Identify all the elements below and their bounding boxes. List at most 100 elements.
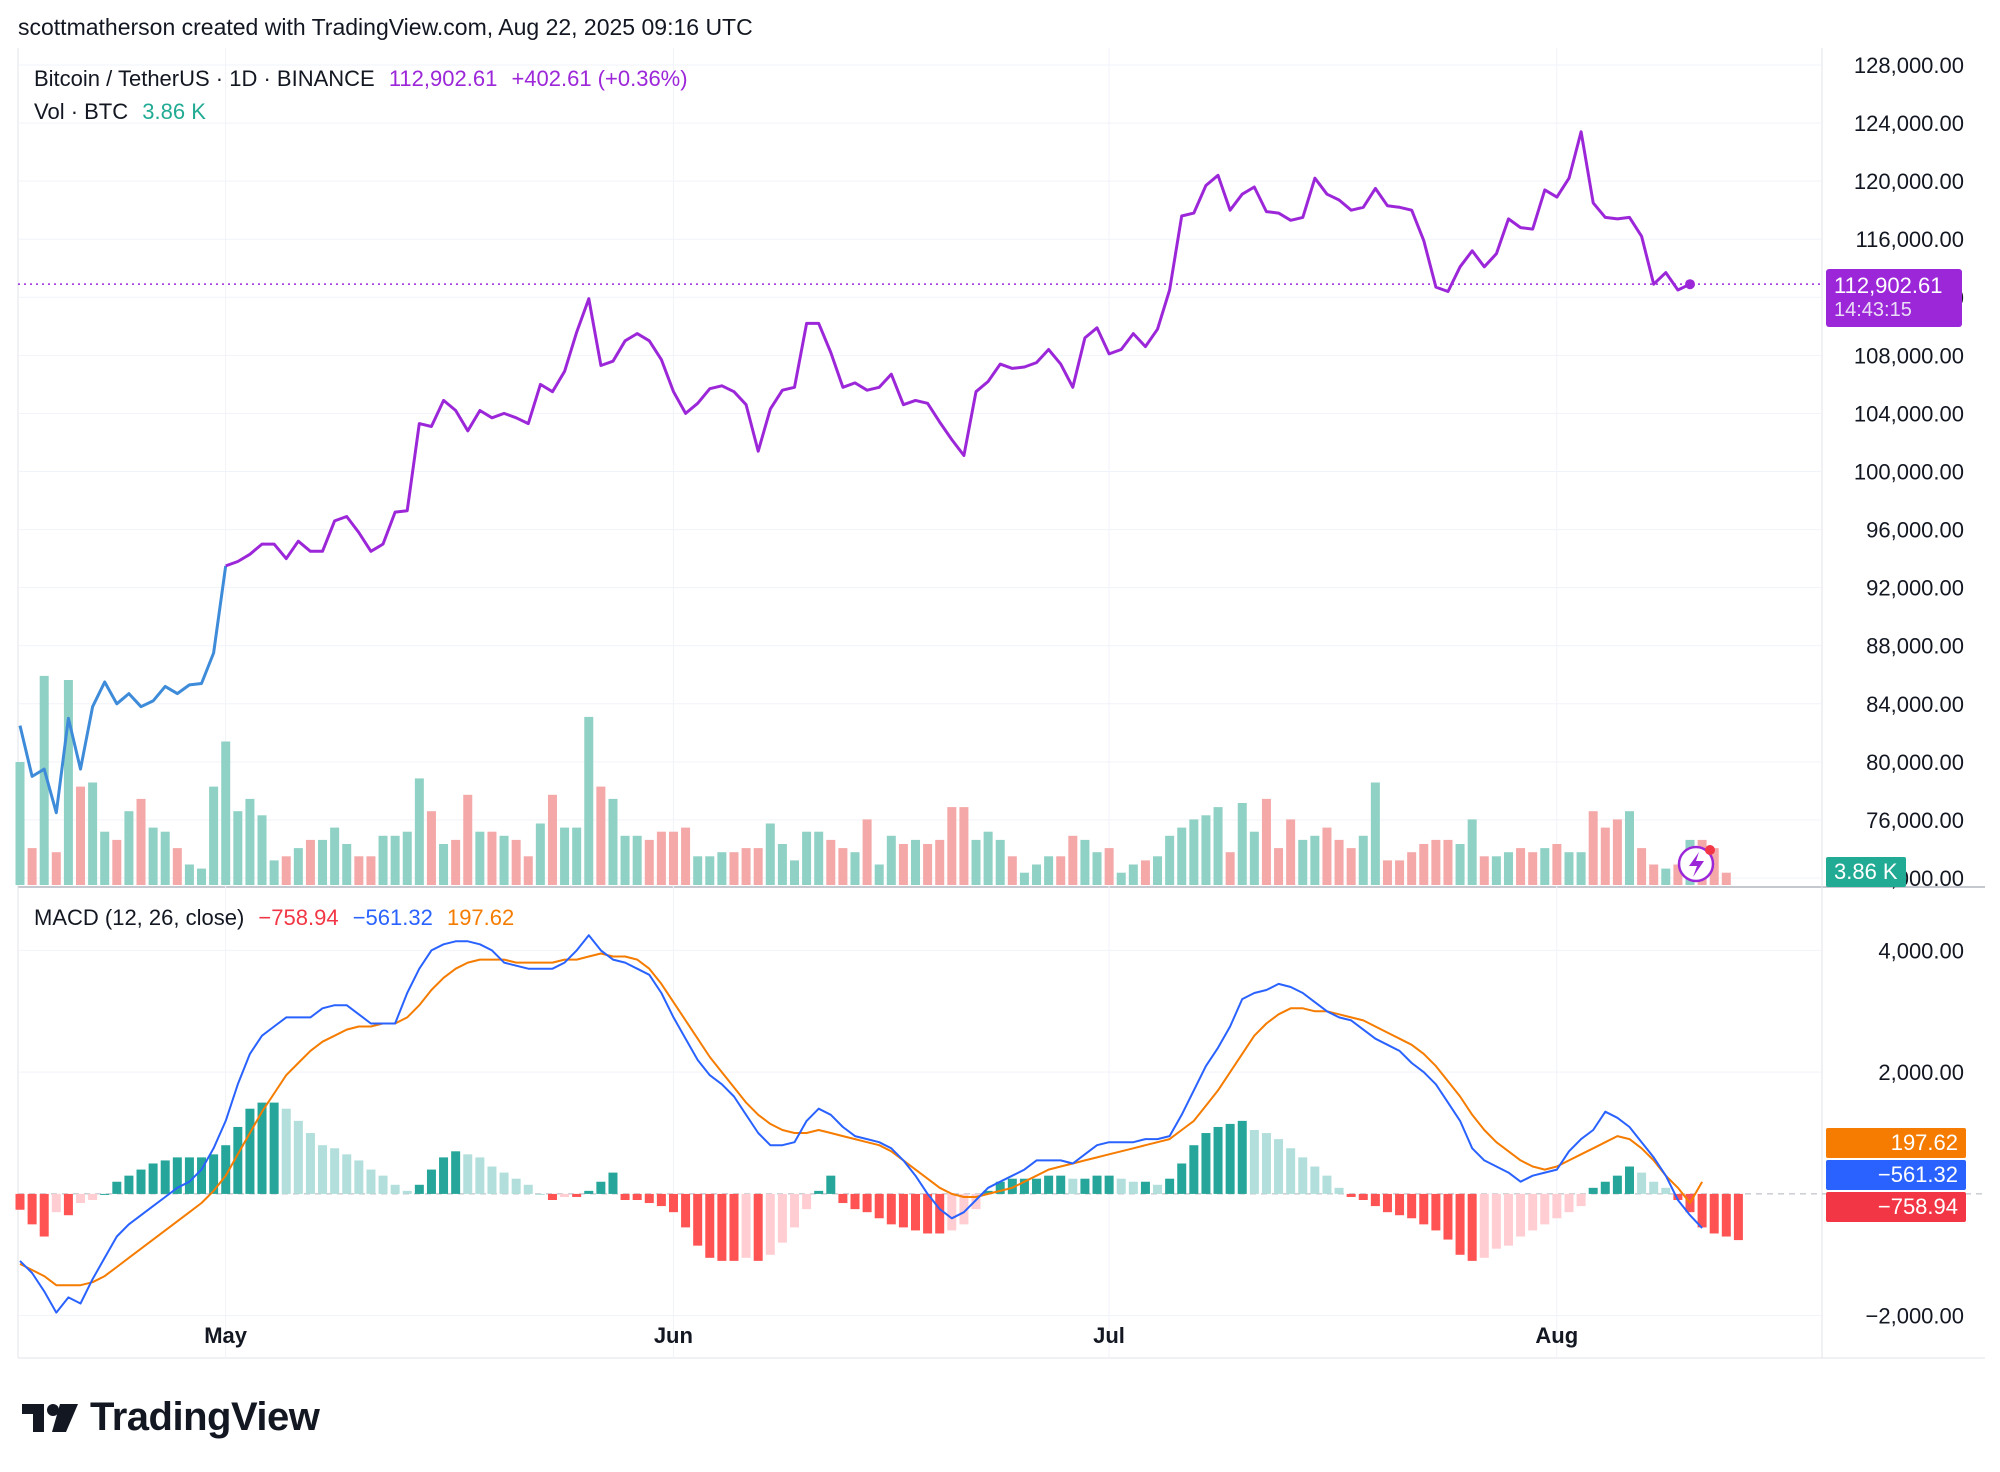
- volume-bar: [983, 831, 993, 885]
- volume-bar: [1588, 811, 1598, 885]
- macd-histogram-bar: [1334, 1187, 1344, 1194]
- macd-histogram-bar: [245, 1108, 255, 1194]
- volume-bar: [499, 835, 509, 885]
- volume-bar: [1019, 872, 1029, 885]
- volume-bar: [1116, 872, 1126, 885]
- macd-histogram-bar: [1588, 1187, 1598, 1194]
- volume-bar: [15, 762, 25, 885]
- volume-bar: [971, 839, 981, 885]
- macd-histogram-bar: [995, 1181, 1005, 1194]
- volume-bar: [1455, 844, 1465, 885]
- volume-bar: [1382, 860, 1392, 885]
- macd-histogram-bar: [644, 1193, 654, 1204]
- volume-bar: [1346, 848, 1356, 885]
- volume-bar: [668, 831, 678, 885]
- volume-bar: [281, 856, 291, 885]
- macd-histogram-bar: [802, 1193, 812, 1210]
- macd-label[interactable]: MACD (12, 26, close): [34, 905, 245, 930]
- macd-histogram-bar: [1068, 1178, 1078, 1194]
- macd-histogram-bar: [983, 1190, 993, 1194]
- macd-histogram-bar: [1189, 1145, 1199, 1194]
- volume-bar: [1709, 848, 1719, 885]
- macd-histogram-bar: [1709, 1193, 1719, 1234]
- macd-histogram-bar: [27, 1193, 37, 1225]
- volume-bar: [947, 807, 957, 885]
- time-tick-label: Aug: [1535, 1323, 1578, 1348]
- macd-histogram-bar: [487, 1166, 497, 1194]
- macd-histogram-bar: [1467, 1193, 1477, 1261]
- volume-bar: [1528, 852, 1538, 885]
- macd-histogram-bar: [1153, 1184, 1163, 1194]
- macd-histogram-bar: [947, 1193, 957, 1231]
- macd-histogram-bar: [717, 1193, 727, 1261]
- price-series-recent: [225, 130, 1691, 568]
- macd-histogram-bar: [414, 1184, 424, 1194]
- bar-countdown: 14:43:15: [1834, 299, 1912, 321]
- macd-histogram-bar: [1237, 1120, 1247, 1194]
- macd-histogram-bar: [1358, 1193, 1368, 1200]
- volume-bar: [1334, 839, 1344, 885]
- volume-bar: [1491, 856, 1501, 885]
- volume-bar: [1177, 827, 1187, 885]
- volume-bar: [838, 848, 848, 885]
- volume-bar: [1056, 856, 1066, 885]
- macd-histogram-bar: [1165, 1178, 1175, 1194]
- macd-histogram-bar: [1649, 1181, 1659, 1194]
- price-tick-label: 108,000.00: [1854, 343, 1964, 368]
- macd-histogram-bar: [547, 1193, 557, 1200]
- volume-bar: [572, 827, 582, 885]
- macd-histogram-bar: [1382, 1193, 1392, 1213]
- volume-bar: [1370, 782, 1380, 885]
- axis-layer: 128,000.00 124,000.00 120,000.00 116,000.00…: [204, 53, 1964, 1348]
- macd-histogram-bar: [729, 1193, 739, 1261]
- volume-bar: [814, 831, 824, 885]
- macd-histogram-bar: [1564, 1193, 1574, 1213]
- macd-histogram-bar: [390, 1184, 400, 1194]
- volume-bar: [1552, 844, 1562, 885]
- volume-bar: [1237, 803, 1247, 885]
- symbol-label[interactable]: Bitcoin / TetherUS · 1D · BINANCE: [34, 66, 375, 91]
- volume-bar: [378, 835, 388, 885]
- macd-histogram-bar: [378, 1175, 388, 1194]
- macd-histogram-bar: [959, 1193, 969, 1225]
- volume-bar: [1564, 852, 1574, 885]
- macd-hist-value: −758.94: [258, 905, 339, 930]
- price-tick-label: 88,000.00: [1866, 634, 1964, 659]
- volume-bar: [596, 786, 606, 885]
- volume-bar: [1201, 815, 1211, 885]
- header-credit: scottmatherson created with TradingView.…: [18, 14, 753, 40]
- macd-histogram-bar: [741, 1193, 751, 1258]
- macd-histogram-bar: [1080, 1178, 1090, 1194]
- macd-histogram-bar: [1479, 1193, 1489, 1258]
- macd-histogram-bar: [1177, 1163, 1187, 1194]
- macd-histogram-bar: [148, 1163, 158, 1194]
- macd-histogram-bar: [269, 1102, 279, 1194]
- tradingview-logo[interactable]: TradingView: [22, 1395, 320, 1440]
- volume-bar: [1298, 839, 1308, 885]
- macd-histogram-bar: [1419, 1193, 1429, 1225]
- volume-bar: [88, 782, 98, 885]
- macd-histogram-bar: [1624, 1166, 1634, 1194]
- volume-bar: [330, 827, 340, 885]
- volume-bar: [209, 786, 219, 885]
- volume-bar: [257, 815, 267, 885]
- volume-bar: [1261, 798, 1271, 885]
- volume-label[interactable]: Vol · BTC: [34, 99, 129, 124]
- macd-histogram-bar: [257, 1102, 267, 1194]
- hist-axis-label: −758.94: [1826, 1192, 1966, 1222]
- macd-histogram-bar: [221, 1145, 231, 1194]
- macd-histogram-bar: [668, 1193, 678, 1213]
- price-axis-label: 112,902.61 14:43:15: [1826, 269, 1962, 327]
- macd-histogram-bar: [209, 1154, 219, 1194]
- macd-histogram-bar: [971, 1193, 981, 1210]
- volume-bar: [1612, 819, 1622, 885]
- replay-icon[interactable]: [1677, 845, 1715, 883]
- volume-bar: [535, 823, 545, 885]
- volume-bar: [1104, 848, 1114, 885]
- macd-histogram-bar: [1721, 1193, 1731, 1237]
- macd-histogram-bar: [342, 1154, 352, 1194]
- volume-bar: [826, 839, 836, 885]
- volume-bar: [366, 856, 376, 885]
- volume-bars: [15, 675, 1731, 885]
